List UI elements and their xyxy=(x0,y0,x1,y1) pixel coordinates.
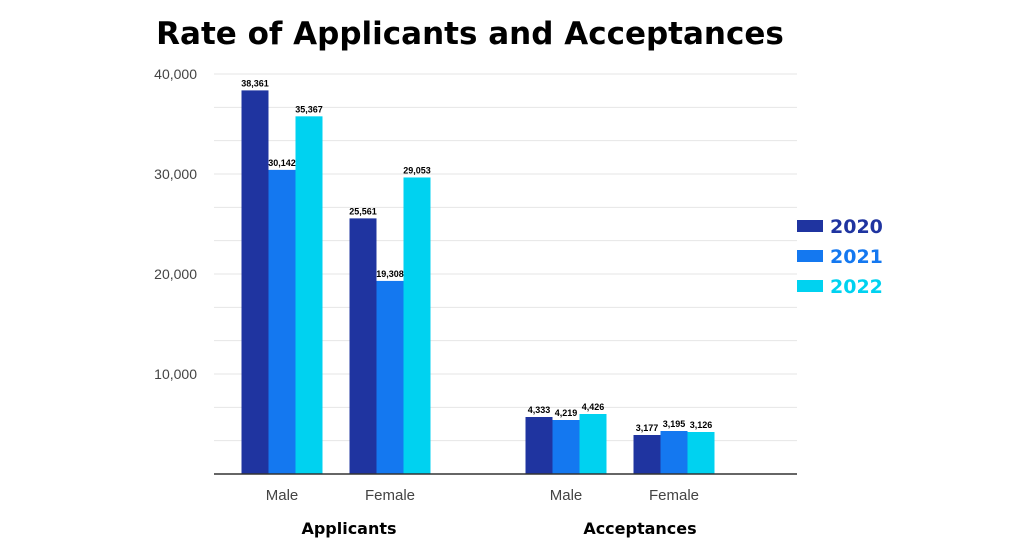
data-label: 30,142 xyxy=(268,158,296,168)
legend-label: 2021 xyxy=(830,246,883,268)
x-category-label: Male xyxy=(550,487,583,504)
x-group-label: Acceptances xyxy=(583,519,696,538)
x-category-label: Female xyxy=(649,487,699,504)
bars xyxy=(241,90,715,474)
data-label: 3,195 xyxy=(663,419,686,429)
value-labels: 38,361 30,142 35,367 25,561 19,308 29,053 4,33… xyxy=(241,78,712,433)
data-label: 4,426 xyxy=(582,402,605,412)
bar-2022 xyxy=(579,414,607,474)
bar-2021 xyxy=(552,420,580,474)
data-label: 25,561 xyxy=(349,206,377,216)
y-tick-label: 10,000 xyxy=(154,366,197,382)
data-label: 4,219 xyxy=(555,408,578,418)
bar-2020 xyxy=(241,90,269,474)
legend-label: 2020 xyxy=(830,216,883,238)
bar-2021 xyxy=(660,431,688,474)
data-label: 4,333 xyxy=(528,405,551,415)
legend: 2020 2021 2022 xyxy=(797,216,883,298)
data-label: 3,126 xyxy=(690,420,713,430)
y-tick-label: 30,000 xyxy=(154,166,197,182)
y-tick-label: 40,000 xyxy=(154,66,197,82)
bar-2021 xyxy=(268,169,296,474)
bar-2020 xyxy=(633,435,661,474)
data-label: 35,367 xyxy=(295,104,323,114)
legend-swatch xyxy=(797,220,823,232)
legend-label: 2022 xyxy=(830,276,883,298)
y-tick-label: 20,000 xyxy=(154,266,197,282)
bar-2022 xyxy=(687,432,715,474)
legend-swatch xyxy=(797,280,823,292)
y-axis-ticks: 10,000 20,000 30,000 40,000 xyxy=(154,66,197,382)
bar-2022 xyxy=(403,177,431,474)
x-group-label: Applicants xyxy=(301,519,396,538)
bar-2022 xyxy=(295,116,323,474)
x-category-label: Female xyxy=(365,487,415,504)
chart-title: Rate of Applicants and Acceptances xyxy=(156,16,784,52)
legend-swatch xyxy=(797,250,823,262)
bar-2020 xyxy=(349,218,377,474)
data-label: 19,308 xyxy=(376,269,404,279)
bar-2020 xyxy=(525,417,553,474)
data-label: 3,177 xyxy=(636,423,659,433)
data-label: 29,053 xyxy=(403,165,431,175)
bar-2021 xyxy=(376,280,404,474)
data-label: 38,361 xyxy=(241,78,269,88)
x-category-label: Male xyxy=(266,487,299,504)
